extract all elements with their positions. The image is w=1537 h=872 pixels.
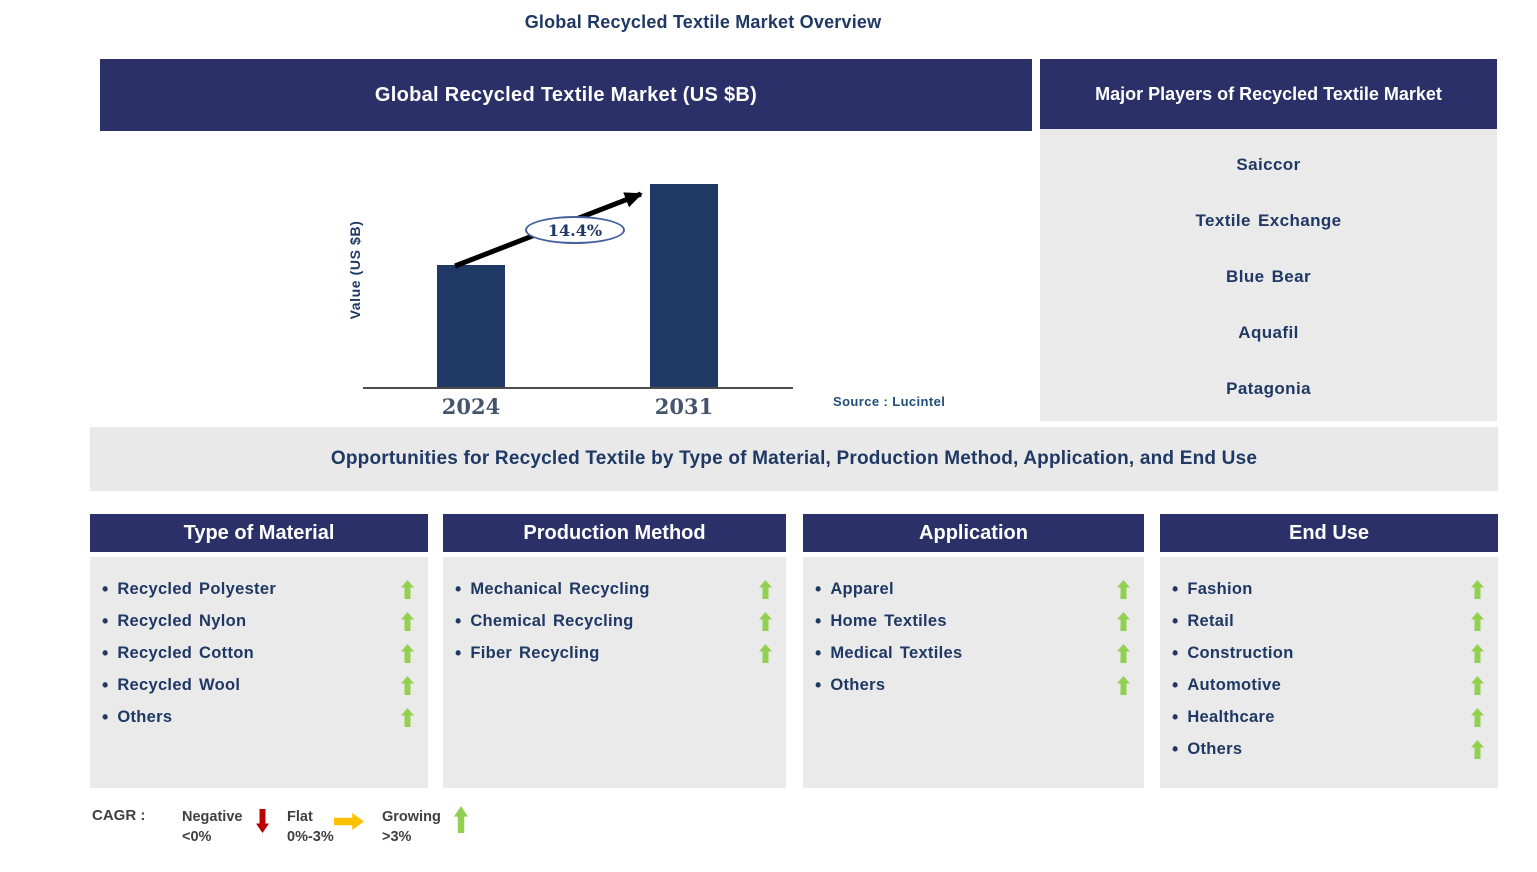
bar-2031 [650, 184, 718, 387]
category-label-2024: 2024 [441, 394, 501, 419]
segment-header-end-use: End Use [1160, 514, 1498, 552]
segment-list-type-of-material: Recycled Polyester Recycled Nylon Recycl… [90, 557, 428, 788]
x-axis-line [363, 387, 793, 389]
growing-up-arrow-icon [1117, 579, 1130, 599]
segment-item-label: Others [830, 675, 886, 694]
player-name: Patagonia [1226, 379, 1311, 398]
segment-item: Mechanical Recycling [443, 573, 786, 605]
segment-item-label: Home Textiles [830, 611, 947, 630]
segment-item-label: Medical Textiles [830, 643, 963, 662]
segment-item: Apparel [803, 573, 1144, 605]
segment-item: Fiber Recycling [443, 637, 786, 669]
growing-up-arrow-icon [1117, 643, 1130, 663]
segment-item: Automotive [1160, 669, 1498, 701]
segment-item-label: Others [1187, 739, 1243, 758]
segment-header-type-of-material: Type of Material [90, 514, 428, 552]
players-panel-header: Major Players of Recycled Textile Market [1040, 59, 1497, 129]
growing-up-arrow-icon [401, 643, 414, 663]
segment-item: Recycled Nylon [90, 605, 428, 637]
growing-up-arrow-icon [1471, 739, 1484, 759]
legend-entry-name: Negative [182, 809, 243, 825]
segment-item: Chemical Recycling [443, 605, 786, 637]
segment-item: Recycled Cotton [90, 637, 428, 669]
growth-trend-arrow-icon [454, 191, 643, 269]
segment-item: Others [90, 701, 428, 733]
segment-header-production-method: Production Method [443, 514, 786, 552]
growing-up-arrow-icon [401, 707, 414, 727]
segment-item: Others [1160, 733, 1498, 765]
opportunities-banner: Opportunities for Recycled Textile by Ty… [90, 427, 1498, 491]
bar-chart: Value (US $B) 14.4% 2024 2031 Source : L… [100, 131, 1032, 425]
growing-up-arrow-icon [401, 675, 414, 695]
legend-entry-name: Growing [382, 809, 441, 825]
segment-item: Fashion [1160, 573, 1498, 605]
growing-up-arrow-icon [1471, 643, 1484, 663]
source-note: Source : Lucintel [833, 394, 946, 409]
segment-list-application: Apparel Home Textiles Medical Textiles O… [803, 557, 1144, 788]
growing-up-arrow-icon [1117, 675, 1130, 695]
legend-entry-range: <0% [182, 829, 212, 845]
growing-up-arrow-icon [759, 579, 772, 599]
segment-item-label: Healthcare [1187, 707, 1275, 726]
growing-up-arrow-icon [401, 611, 414, 631]
players-list: Saiccor Textile Exchange Blue Bear Aquaf… [1040, 129, 1497, 421]
player-name: Saiccor [1236, 155, 1301, 174]
segment-item-label: Recycled Wool [117, 675, 241, 694]
segment-item-label: Recycled Nylon [117, 611, 247, 630]
segment-item-label: Construction [1187, 643, 1294, 662]
segment-item: Construction [1160, 637, 1498, 669]
flat-right-arrow-icon [334, 813, 364, 830]
player-name: Textile Exchange [1195, 211, 1342, 230]
page-title: Global Recycled Textile Market Overview [524, 12, 882, 32]
growing-up-arrow-icon [759, 611, 772, 631]
bar-2024 [437, 265, 505, 387]
category-label-2031: 2031 [654, 394, 714, 419]
legend-entry-name: Flat [287, 809, 313, 825]
growing-up-arrow-icon [1471, 707, 1484, 727]
segment-item-label: Automotive [1187, 675, 1282, 694]
negative-down-arrow-icon [256, 809, 269, 833]
segment-header-application: Application [803, 514, 1144, 552]
segment-item: Medical Textiles [803, 637, 1144, 669]
legend-label: CAGR : [92, 807, 146, 824]
growing-up-arrow-icon [401, 579, 414, 599]
growing-up-arrow-icon [454, 806, 468, 833]
segment-item-label: Recycled Polyester [117, 579, 277, 598]
segment-item: Home Textiles [803, 605, 1144, 637]
segment-item-label: Fiber Recycling [470, 643, 600, 662]
segment-item: Retail [1160, 605, 1498, 637]
cagr-callout: 14.4% [525, 216, 625, 244]
segment-item-label: Others [117, 707, 173, 726]
segment-list-production-method: Mechanical Recycling Chemical Recycling … [443, 557, 786, 788]
legend-entry-negative: Negative <0% [182, 807, 242, 847]
segment-item: Recycled Polyester [90, 573, 428, 605]
segment-item-label: Fashion [1187, 579, 1253, 598]
legend-entry-growing: Growing >3% [382, 807, 441, 847]
segment-item: Healthcare [1160, 701, 1498, 733]
segment-item-label: Chemical Recycling [470, 611, 634, 630]
player-name: Blue Bear [1226, 267, 1311, 286]
legend-entry-range: 0%-3% [287, 829, 334, 845]
segment-item-label: Mechanical Recycling [470, 579, 650, 598]
player-name: Aquafil [1238, 323, 1299, 342]
legend-entry-range: >3% [382, 829, 412, 845]
segment-item-label: Apparel [830, 579, 894, 598]
growing-up-arrow-icon [759, 643, 772, 663]
growing-up-arrow-icon [1471, 579, 1484, 599]
segment-item: Others [803, 669, 1144, 701]
cagr-value: 14.4% [547, 220, 603, 240]
growing-up-arrow-icon [1471, 611, 1484, 631]
segment-item: Recycled Wool [90, 669, 428, 701]
growing-up-arrow-icon [1471, 675, 1484, 695]
chart-panel-header: Global Recycled Textile Market (US $B) [100, 59, 1032, 131]
segment-item-label: Recycled Cotton [117, 643, 254, 662]
segment-list-end-use: Fashion Retail Construction Automotive H… [1160, 557, 1498, 788]
growing-up-arrow-icon [1117, 611, 1130, 631]
segment-item-label: Retail [1187, 611, 1235, 630]
legend-entry-flat: Flat 0%-3% [287, 807, 334, 847]
